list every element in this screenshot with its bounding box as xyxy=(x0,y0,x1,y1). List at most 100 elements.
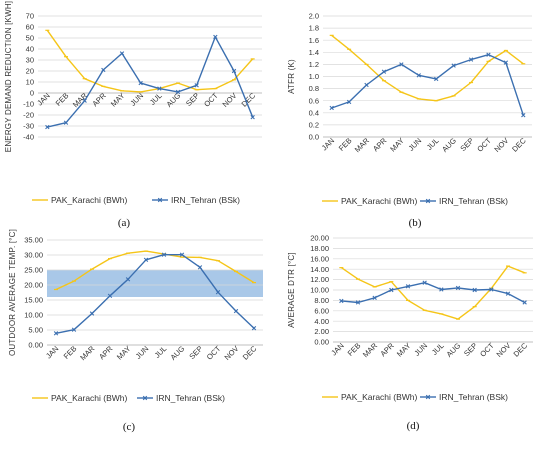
x-tick-label: MAY xyxy=(395,341,412,358)
data-point-tehran xyxy=(250,115,255,120)
y-tick-label: -10 xyxy=(23,100,34,109)
panel-label: (d) xyxy=(407,420,420,432)
legend-item-tehran: IRN_Tehran (BSk) xyxy=(137,393,225,403)
data-point-tehran xyxy=(329,105,334,111)
data-point-tehran xyxy=(468,57,474,62)
x-tick-label: APR xyxy=(97,344,115,362)
x-tick-label: NOV xyxy=(495,341,513,359)
data-point-tehran xyxy=(82,98,87,103)
x-tick-label: MAR xyxy=(78,344,97,363)
y-tick-label: 0.2 xyxy=(309,121,319,130)
x-tick-label: JUL xyxy=(430,341,446,357)
x-tick-label: OCT xyxy=(475,136,493,154)
x-tick-label: APR xyxy=(378,341,396,359)
legend-item-karachi: PAK_Karachi (BWh) xyxy=(32,195,128,205)
legend-item-karachi: PAK_Karachi (BWh) xyxy=(32,393,128,403)
data-point-tehran xyxy=(416,73,421,78)
data-point-tehran xyxy=(339,298,344,304)
x-tick-label: JAN xyxy=(44,344,60,360)
y-tick-label: 2.00 xyxy=(314,327,329,336)
y-tick-label: 20 xyxy=(26,67,34,76)
x-tick-label: DEC xyxy=(241,344,259,362)
x-tick-label: MAY xyxy=(115,344,132,361)
y-tick-label: 10.00 xyxy=(310,286,329,295)
y-tick-label: 0.0 xyxy=(309,133,319,142)
x-tick-label: AUG xyxy=(445,341,463,359)
y-tick-label: 0 xyxy=(30,89,34,98)
legend-label: IRN_Tehran (BSk) xyxy=(171,195,240,205)
y-tick-label: 40 xyxy=(26,45,34,54)
data-point-tehran xyxy=(89,311,95,316)
data-point-tehran xyxy=(505,291,511,296)
y-tick-label: 10 xyxy=(26,78,34,87)
data-point-tehran xyxy=(125,277,131,282)
data-point-tehran xyxy=(175,89,181,95)
x-tick-label: SEP xyxy=(458,136,475,153)
x-tick-label: FEB xyxy=(346,341,363,358)
data-point-tehran xyxy=(522,300,527,305)
y-tick-label: 0.00 xyxy=(28,341,43,350)
y-tick-label: -40 xyxy=(23,133,34,142)
series-line-tehran xyxy=(341,282,526,304)
y-axis-label: OUTDOOR AVERAGE TEMP. [°C] xyxy=(8,229,17,356)
series-line-tehran xyxy=(55,253,255,334)
y-tick-label: 0.4 xyxy=(309,108,319,117)
y-tick-label: 1.8 xyxy=(309,24,319,33)
data-point-tehran xyxy=(215,290,221,295)
x-tick-label: SEP xyxy=(462,341,479,358)
data-point-tehran xyxy=(521,113,526,118)
data-point-tehran xyxy=(63,120,69,125)
data-point-tehran xyxy=(451,63,456,68)
y-tick-label: -30 xyxy=(23,122,34,131)
legend-item-tehran: IRN_Tehran (BSk) xyxy=(420,392,508,402)
x-tick-label: JUN xyxy=(412,341,429,358)
x-tick-label: NOV xyxy=(221,91,239,109)
legend-label: IRN_Tehran (BSk) xyxy=(156,393,225,403)
data-point-tehran xyxy=(143,257,149,262)
x-tick-label: JUN xyxy=(128,91,145,108)
y-tick-label: 18.00 xyxy=(310,244,329,253)
y-tick-label: 12.00 xyxy=(310,275,329,284)
y-tick-label: 1.6 xyxy=(309,36,319,45)
y-tick-label: 5.00 xyxy=(28,326,43,335)
x-tick-label: DEC xyxy=(510,136,528,154)
y-tick-label: 4.00 xyxy=(314,317,329,326)
y-axis-label: AVERAGE DTR [°C] xyxy=(287,252,296,328)
x-tick-label: AUG xyxy=(440,136,458,154)
panel-label: (c) xyxy=(123,421,136,433)
data-point-tehran xyxy=(503,60,509,65)
data-point-tehran xyxy=(389,287,394,293)
x-tick-label: MAR xyxy=(353,136,372,155)
y-tick-label: 20.00 xyxy=(24,281,43,290)
x-tick-label: OCT xyxy=(478,341,496,359)
data-point-tehran xyxy=(364,82,369,88)
y-tick-label: 25.00 xyxy=(24,266,43,275)
legend-label: PAK_Karachi (BWh) xyxy=(341,392,418,402)
y-tick-label: 0.00 xyxy=(314,338,329,347)
y-tick-label: 15.00 xyxy=(24,296,43,305)
data-point-tehran xyxy=(138,80,143,86)
x-tick-label: JAN xyxy=(320,136,336,152)
y-tick-label: 14.00 xyxy=(310,265,329,274)
y-tick-label: 30.00 xyxy=(24,251,43,260)
series-line-karachi xyxy=(55,250,255,291)
data-point-tehran xyxy=(346,99,352,105)
y-tick-label: 16.00 xyxy=(310,254,329,263)
x-tick-label: NOV xyxy=(492,136,510,154)
y-tick-label: 0.8 xyxy=(309,84,319,93)
legend-label: PAK_Karachi (BWh) xyxy=(51,393,128,403)
legend-item-karachi: PAK_Karachi (BWh) xyxy=(322,196,418,206)
data-point-tehran xyxy=(489,287,494,292)
legend-label: PAK_Karachi (BWh) xyxy=(341,196,418,206)
data-point-tehran xyxy=(399,62,404,67)
chart-panel-3: 0.00 5.00 10.00 15.00 20.00 25.00 30.00 35.00 JA… xyxy=(8,229,263,433)
y-tick-label: 6.00 xyxy=(314,306,329,315)
x-tick-label: DEC xyxy=(512,341,530,359)
x-tick-label: JAN xyxy=(329,341,345,357)
x-tick-label: APR xyxy=(371,136,389,154)
x-tick-label: MAY xyxy=(388,136,405,153)
y-tick-label: 35.00 xyxy=(24,236,43,245)
series-line-tehran xyxy=(331,54,524,116)
legend-label: PAK_Karachi (BWh) xyxy=(51,195,128,205)
